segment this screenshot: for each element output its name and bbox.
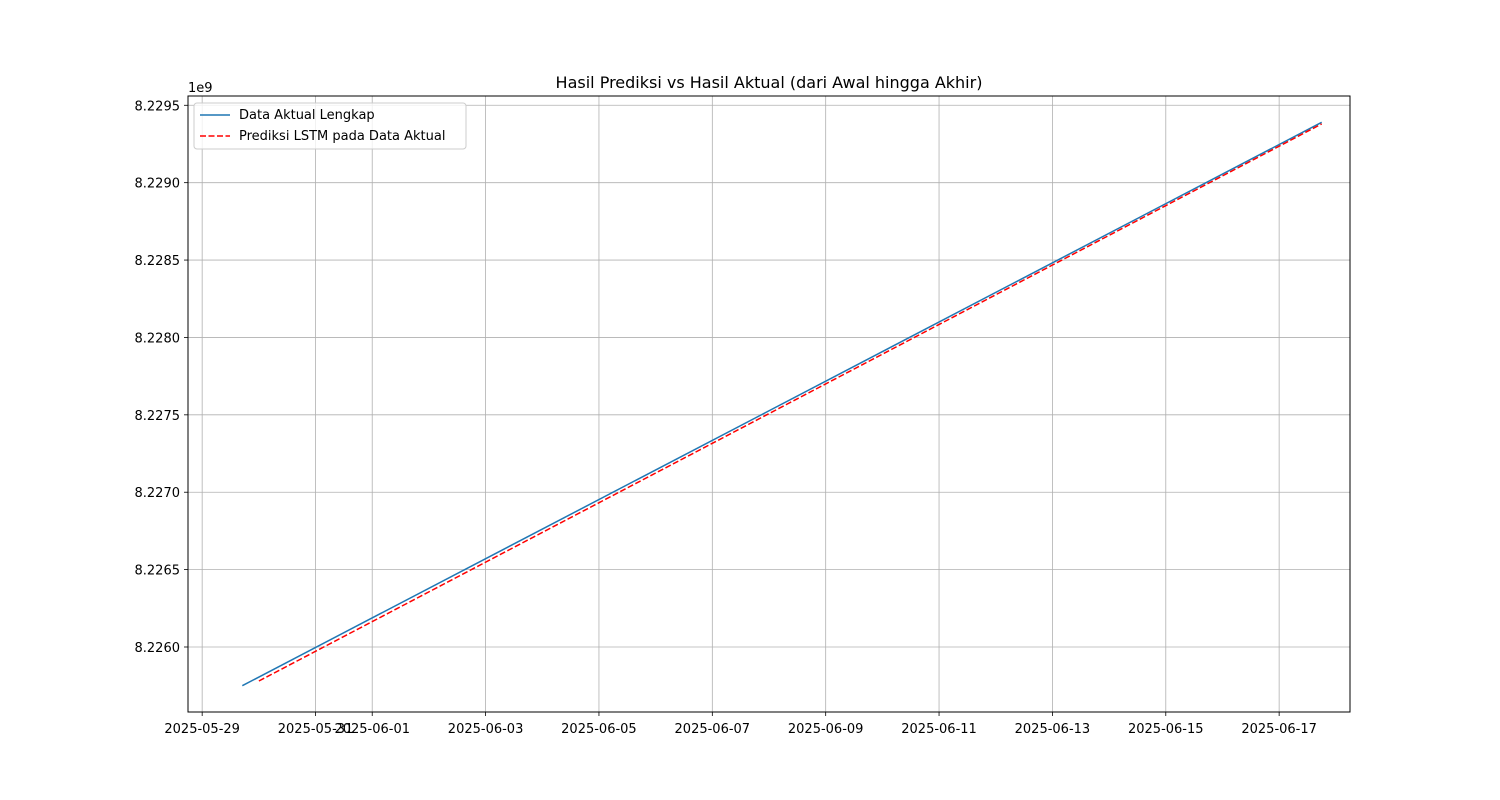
x-tick-label: 2025-06-01: [334, 722, 410, 737]
grid-layer: [188, 96, 1350, 712]
chart-title: Hasil Prediksi vs Hasil Aktual (dari Awa…: [556, 73, 983, 92]
x-tick-label: 2025-06-17: [1241, 722, 1317, 737]
y-tick-label: 8.2265: [135, 564, 181, 579]
y-axis: 8.2260 8.2265 8.2270 8.2275 8.2280 8.2285 8.22…: [135, 99, 188, 656]
x-tick-label: 2025-06-11: [901, 722, 977, 737]
y-tick-label: 8.2270: [135, 486, 181, 501]
y-tick-label: 8.2290: [135, 177, 181, 192]
x-tick-label: 2025-06-05: [561, 722, 637, 737]
x-tick-label: 2025-06-07: [675, 722, 751, 737]
legend-box: [193, 102, 467, 150]
x-tick-label: 2025-05-31: [278, 722, 354, 737]
x-tick-label: 2025-05-29: [164, 722, 240, 737]
series-layer: [241, 121, 1323, 687]
y-tick-label: 8.2295: [135, 99, 181, 114]
series-line-actual: [241, 121, 1323, 687]
y-offset-label: 1e9: [188, 81, 213, 96]
x-tick-label: 2025-06-13: [1015, 722, 1091, 737]
plot-area-frame: [187, 95, 1351, 713]
legend-label-actual: Data Aktual Lengkap: [239, 108, 375, 123]
legend-label-prediction: Prediksi LSTM pada Data Aktual: [239, 129, 445, 144]
y-tick-label: 8.2285: [135, 254, 181, 269]
x-tick-label: 2025-06-03: [448, 722, 524, 737]
y-tick-label: 8.2275: [135, 409, 181, 424]
y-tick-label: 8.2260: [135, 641, 181, 656]
legend: Data Aktual Lengkap Prediksi LSTM pada D…: [193, 102, 467, 150]
series-line-prediction: [258, 123, 1323, 682]
x-tick-label: 2025-06-15: [1128, 722, 1204, 737]
y-tick-label: 8.2280: [135, 331, 181, 346]
x-tick-label: 2025-06-09: [788, 722, 864, 737]
